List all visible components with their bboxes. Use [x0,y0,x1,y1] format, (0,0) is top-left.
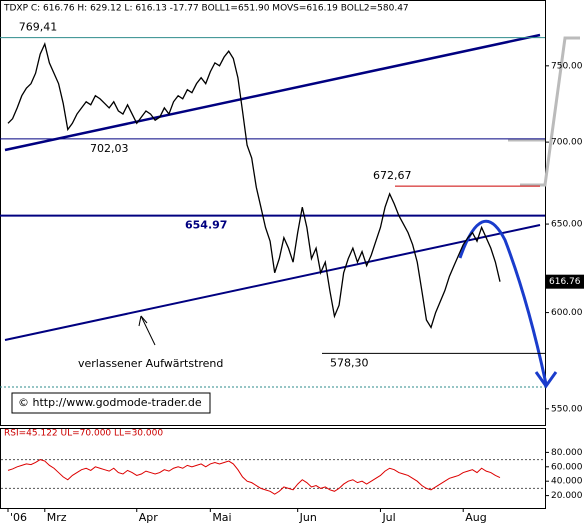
rsi-tick-label: 80.000 [551,448,583,458]
y-tick-label: 750.00 [551,61,583,71]
rsi-tick-label: 60.000 [551,462,583,472]
price-frame [0,0,546,426]
copyright-box [11,392,211,414]
header: TDXP C: 616.76 H: 629.12 L: 616.13 -17.7… [3,4,409,14]
forecast-arrow [458,219,548,385]
level-label: 769,41 [19,21,58,34]
rsi-tick-label: 40.000 [551,477,583,487]
pointer [140,315,156,346]
x-tick-label: '06 [10,511,27,524]
price-line [7,41,501,329]
rsi-tick-label: 20.000 [551,491,583,501]
x-tick-label: Mrz [47,511,67,524]
x-tick-label: Jul [381,511,395,524]
rsi-frame [0,428,546,509]
x-tick-label: Aug [465,511,486,524]
level-label: 578,30 [330,356,369,369]
y-tick-label: 550.00 [551,404,583,414]
y-tick-label: 600.00 [551,308,583,318]
rsi-header: RSI=45.122 UL=70.000 LL=30.000 [4,429,163,439]
level-label: 702,03 [90,142,129,155]
last-price-label: 616.76 [549,277,581,287]
pointer-head [138,315,148,327]
gray-bracket [508,36,580,187]
trend-label: verlassener Aufwärtstrend [78,357,223,370]
copyright: © http://www.godmode-trader.de [18,396,202,409]
y-tick-label: 650.00 [551,220,583,230]
trend-line-lower [4,224,541,341]
y-tick-label: 700.00 [551,138,583,148]
forecast-head [534,371,558,389]
last-price-box [546,274,584,289]
level-label: 654.97 [185,219,227,232]
trend-line-upper [4,33,541,152]
level-label: 672,67 [373,169,412,182]
x-tick-label: Jun [299,511,317,524]
x-tick-label: Apr [139,511,159,524]
x-tick-label: Mai [212,511,231,524]
rsi-line [7,459,501,495]
